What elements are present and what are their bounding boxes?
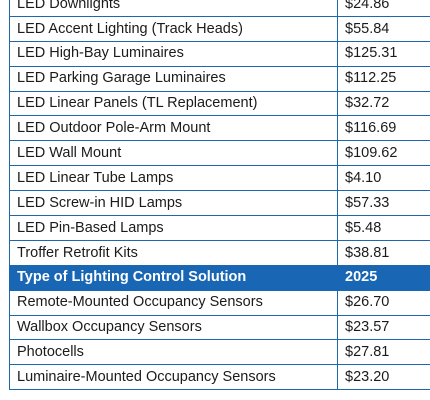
table-row: LED Parking Garage Luminaires $112.25	[9, 65, 430, 92]
product-name-cell: LED Wall Mount	[9, 140, 338, 167]
product-name-cell: LED Pin-Based Lamps	[9, 215, 338, 241]
price-cell: $57.33	[337, 190, 430, 217]
product-name-cell: LED Parking Garage Luminaires	[9, 65, 338, 92]
price-cell: $5.48	[337, 215, 430, 241]
product-name-cell: Photocells	[9, 339, 338, 366]
price-cell: $23.20	[337, 364, 430, 391]
price-cell: $55.84	[337, 15, 430, 42]
price-table: LED Downlights $24.86 LED Accent Lightin…	[9, 0, 430, 391]
product-name-cell: Remote-Mounted Occupancy Sensors	[9, 289, 338, 316]
price-cell: $116.69	[337, 115, 430, 142]
price-cell: $23.57	[337, 314, 430, 341]
price-cell: $125.31	[337, 40, 430, 67]
table-row: LED Linear Tube Lamps $4.10	[9, 165, 430, 192]
product-name-cell: Wallbox Occupancy Sensors	[9, 314, 338, 341]
table-row: Luminaire-Mounted Occupancy Sensors $23.…	[9, 364, 430, 391]
section-header-row: Type of Lighting Control Solution 2025	[9, 264, 430, 291]
table-row: LED Accent Lighting (Track Heads) $55.84	[9, 15, 430, 42]
table-row: LED Pin-Based Lamps $5.48	[9, 215, 430, 241]
product-name-cell: Troffer Retrofit Kits	[9, 239, 338, 266]
table-row: LED Screw-in HID Lamps $57.33	[9, 190, 430, 217]
product-name-cell: LED Downlights	[9, 0, 338, 17]
product-name-cell: Luminaire-Mounted Occupancy Sensors	[9, 364, 338, 391]
price-cell: $27.81	[337, 339, 430, 366]
section-header-year: 2025	[337, 264, 430, 291]
product-name-cell: LED Outdoor Pole-Arm Mount	[9, 115, 338, 142]
product-name-cell: LED Screw-in HID Lamps	[9, 190, 338, 217]
price-cell: $26.70	[337, 289, 430, 316]
section-header-label: Type of Lighting Control Solution	[9, 264, 338, 291]
table-row: LED High-Bay Luminaires $125.31	[9, 40, 430, 67]
table-row: Remote-Mounted Occupancy Sensors $26.70	[9, 289, 430, 316]
price-cell: $24.86	[337, 0, 430, 17]
table-row: Photocells $27.81	[9, 339, 430, 366]
table-row: LED Outdoor Pole-Arm Mount $116.69	[9, 115, 430, 142]
table-row: Wallbox Occupancy Sensors $23.57	[9, 314, 430, 341]
product-name-cell: LED High-Bay Luminaires	[9, 40, 338, 67]
product-name-cell: LED Accent Lighting (Track Heads)	[9, 15, 338, 42]
table-row: LED Wall Mount $109.62	[9, 140, 430, 167]
product-name-cell: LED Linear Panels (TL Replacement)	[9, 90, 338, 117]
table-row: LED Downlights $24.86	[9, 0, 430, 17]
table-row: Troffer Retrofit Kits $38.81	[9, 239, 430, 266]
price-cell: $38.81	[337, 239, 430, 266]
price-cell: $109.62	[337, 140, 430, 167]
price-cell: $112.25	[337, 65, 430, 92]
product-name-cell: LED Linear Tube Lamps	[9, 165, 338, 192]
price-cell: $4.10	[337, 165, 430, 192]
price-cell: $32.72	[337, 90, 430, 117]
table-row: LED Linear Panels (TL Replacement) $32.7…	[9, 90, 430, 117]
